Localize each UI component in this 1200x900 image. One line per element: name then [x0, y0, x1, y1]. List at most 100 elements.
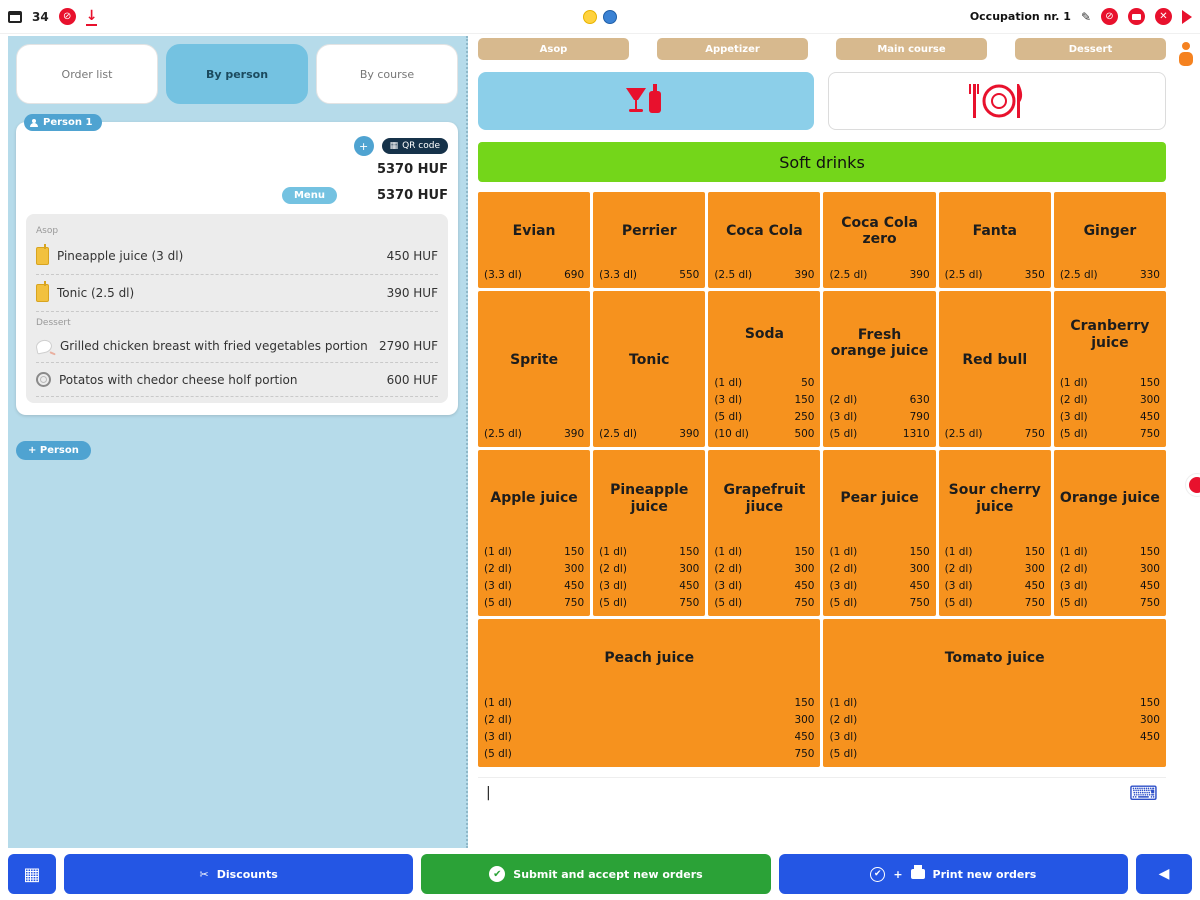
product-prices: (1 dl) 150 (2 dl) 300 (3 dl) 450 (5 dl) 750: [1060, 374, 1160, 442]
drinks-category-button[interactable]: [478, 72, 814, 130]
price-row: (2.5 dl) 390: [829, 266, 929, 283]
keyboard-icon[interactable]: ⌨: [1129, 780, 1158, 805]
qr-scan-button[interactable]: ▦: [8, 854, 56, 894]
product-name: Apple juice: [490, 490, 578, 507]
course-tab-asop[interactable]: Asop: [478, 38, 629, 60]
price-row: (2.5 dl) 390: [484, 425, 584, 442]
product-tile-fresh-orange-juice[interactable]: Fresh orange juice (2 dl) 630 (3 dl) 790 (5 d…: [823, 291, 936, 447]
qr-code-button[interactable]: ▦ QR code: [381, 138, 448, 154]
product-size: (2 dl): [714, 562, 743, 575]
product-name: Coca Cola zero: [841, 214, 918, 247]
print-orders-button[interactable]: ✔ + Print new orders: [778, 854, 1128, 894]
product-tile-peach-juice[interactable]: Peach juice (1 dl) 150 (2 dl) 300 (3 dl) 450 (5…: [478, 619, 821, 767]
tab-by-course[interactable]: By course: [316, 44, 458, 104]
product-size: (3 dl): [714, 579, 743, 592]
juice-icon: [36, 281, 49, 302]
pencil-icon[interactable]: ✎: [1080, 9, 1091, 24]
printer-icon[interactable]: [1128, 8, 1145, 25]
product-tile-coca-cola-zero[interactable]: Coca Cola zero (2.5 dl) 390: [823, 192, 936, 288]
collapse-button[interactable]: ◀: [1135, 854, 1192, 894]
product-tile-grapefruit-jiuce[interactable]: Grapefruit jiuce (1 dl) 150 (2 dl) 300 (3 dl)…: [708, 450, 821, 616]
price-row: (1 dl) 150: [1060, 374, 1160, 391]
block-icon[interactable]: ⊘: [1101, 8, 1118, 25]
product-name: Soda: [744, 326, 784, 343]
price-row: (3.3 dl) 690: [484, 266, 584, 283]
add-person-icon[interactable]: +: [353, 136, 374, 156]
product-tile-fanta[interactable]: Fanta (2.5 dl) 350: [938, 192, 1051, 288]
product-tile-pear-juice[interactable]: Pear juice (1 dl) 150 (2 dl) 300 (3 dl) 450 (5 …: [823, 450, 936, 616]
product-size: (1 dl): [1059, 376, 1088, 389]
course-tabs: Asop Appetizer Main course Dessert: [478, 38, 1166, 60]
block-icon[interactable]: ⊘: [58, 8, 76, 25]
product-size: (5 dl): [829, 596, 858, 609]
product-name: Perrier: [621, 222, 677, 239]
price-row: (5 dl) 750: [484, 745, 814, 762]
order-item[interactable]: Grilled chicken breast with fried vegeta…: [34, 330, 438, 363]
tab-order-list[interactable]: Order list: [16, 44, 158, 104]
mascot-orange-icon[interactable]: [1178, 42, 1194, 66]
download-icon[interactable]: ↓: [85, 7, 98, 26]
product-size: (3 dl): [1059, 579, 1088, 592]
price-row: (1 dl) 150: [829, 694, 1160, 711]
product-grid: Evian (3.3 dl) 690 Perrier (3.3 dl) 550 Coca C…: [478, 192, 1166, 767]
product-size: (3.3 dl): [599, 268, 637, 281]
submit-orders-button[interactable]: ✔ Submit and accept new orders: [421, 854, 771, 894]
product-price: 450: [679, 579, 700, 592]
product-tile-perrier[interactable]: Perrier (3.3 dl) 550: [593, 192, 706, 288]
product-tile-pineapple-juice[interactable]: Pineapple juice (1 dl) 150 (2 dl) 300 (3 dl) 4…: [593, 450, 706, 616]
price-row: (5 dl) 750: [829, 594, 929, 611]
menu-pill[interactable]: Menu: [281, 187, 337, 204]
person-pill[interactable]: Person 1: [24, 114, 103, 131]
mascot-santa-icon[interactable]: [1186, 474, 1200, 496]
price-row: (5 dl) 750: [945, 594, 1045, 611]
price-row: (3 dl) 450: [1060, 577, 1160, 594]
product-tile-red-bull[interactable]: Red bull (2.5 dl) 750: [938, 291, 1051, 447]
product-price: 300: [1139, 393, 1160, 406]
product-prices: (2.5 dl) 330: [1060, 266, 1160, 283]
product-size: (3 dl): [944, 579, 973, 592]
price-row: (5 dl) 750: [599, 594, 699, 611]
product-prices: (1 dl) 150 (2 dl) 300 (3 dl) 450 (5 dl) 750: [1060, 543, 1160, 611]
product-tile-orange-juice[interactable]: Orange juice (1 dl) 150 (2 dl) 300 (3 dl) 450(…: [1053, 450, 1166, 616]
product-size: (3 dl): [484, 579, 512, 592]
product-tile-apple-juice[interactable]: Apple juice (1 dl) 150 (2 dl) 300 (3 dl) 450 (5…: [478, 450, 591, 616]
product-price: 150: [1139, 376, 1160, 389]
product-name: Pear juice: [840, 490, 919, 507]
product-tile-sour-cherry-juice[interactable]: Sour cherry juice (1 dl) 150 (2 dl) 300 (3 dl…: [938, 450, 1051, 616]
product-name: Ginger: [1083, 222, 1137, 239]
order-item[interactable]: Potatos with chedor cheese holf portion 6…: [36, 363, 438, 397]
product-tile-soda[interactable]: Soda (1 dl) 50 (3 dl) 150 (5 dl) 250 (10 dl) 500: [708, 291, 821, 447]
chick-icon[interactable]: [583, 9, 597, 24]
order-item[interactable]: Tonic (2.5 dl) 390 HUF: [36, 275, 438, 312]
close-icon[interactable]: ✕: [1155, 8, 1172, 25]
product-price: 300: [794, 713, 815, 726]
product-prices: (2 dl) 630 (3 dl) 790 (5 dl) 1310: [829, 391, 929, 442]
product-price: 500: [794, 427, 815, 440]
price-row: (3 dl) 450: [829, 728, 1160, 745]
add-person-button[interactable]: + Person: [16, 441, 91, 460]
product-tile-cranberry-juice[interactable]: Cranberry juice (1 dl) 150 (2 dl) 300 (3 dl) 4…: [1053, 291, 1166, 447]
product-price: 150: [564, 545, 585, 558]
product-tile-coca-cola[interactable]: Coca Cola (2.5 dl) 390: [708, 192, 821, 288]
discounts-button[interactable]: ✂ Discounts: [64, 854, 414, 894]
product-size: (5 dl): [484, 747, 512, 760]
search-input[interactable]: | ⌨: [478, 777, 1166, 807]
product-tile-evian[interactable]: Evian (3.3 dl) 690: [478, 192, 591, 288]
order-item[interactable]: Pineapple juice (3 dl) 450 HUF: [36, 238, 438, 275]
price-row: (3 dl) 450: [829, 577, 929, 594]
product-name: Orange juice: [1059, 490, 1160, 507]
globe-icon[interactable]: [603, 9, 617, 24]
course-tab-appetizer[interactable]: Appetizer: [657, 38, 808, 60]
flag-icon[interactable]: [1182, 9, 1192, 24]
printer-icon: [910, 865, 925, 879]
course-tab-dessert[interactable]: Dessert: [1015, 38, 1166, 60]
product-tile-tomato-juice[interactable]: Tomato juice (1 dl) 150 (2 dl) 300 (3 dl) 450(…: [823, 619, 1166, 767]
product-tile-tonic[interactable]: Tonic (2.5 dl) 390: [593, 291, 706, 447]
product-prices: (1 dl) 50 (3 dl) 150 (5 dl) 250 (10 dl) 500: [714, 374, 814, 442]
product-tile-sprite[interactable]: Sprite (2.5 dl) 390: [478, 291, 591, 447]
food-category-button[interactable]: [828, 72, 1166, 130]
product-tile-ginger[interactable]: Ginger (2.5 dl) 330: [1053, 192, 1166, 288]
tab-by-person[interactable]: By person: [166, 44, 308, 104]
course-tab-main-course[interactable]: Main course: [836, 38, 987, 60]
product-size: (2 dl): [944, 562, 973, 575]
